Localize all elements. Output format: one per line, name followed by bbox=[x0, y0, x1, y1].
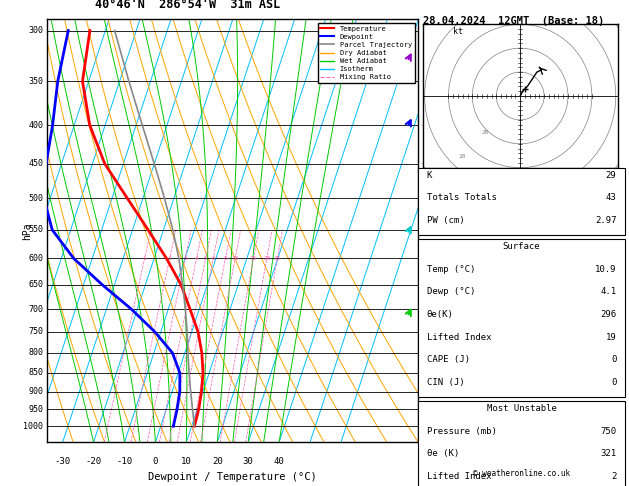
Text: PW (cm): PW (cm) bbox=[426, 216, 464, 225]
Text: 350: 350 bbox=[28, 77, 43, 86]
Text: 0: 0 bbox=[611, 378, 616, 387]
Text: kt: kt bbox=[454, 27, 464, 36]
Text: Temp (°C): Temp (°C) bbox=[426, 265, 475, 274]
Text: 1: 1 bbox=[143, 256, 147, 261]
Text: -3: -3 bbox=[420, 305, 430, 313]
Text: 6: 6 bbox=[211, 256, 215, 261]
Text: 19: 19 bbox=[606, 332, 616, 342]
Text: Surface: Surface bbox=[503, 243, 540, 251]
Text: 2: 2 bbox=[611, 472, 616, 481]
Text: 43: 43 bbox=[606, 193, 616, 202]
Text: 850: 850 bbox=[28, 368, 43, 377]
Text: 10: 10 bbox=[231, 256, 239, 261]
Bar bbox=[418, 401, 625, 486]
Text: 30: 30 bbox=[243, 457, 253, 466]
Text: CIN (J): CIN (J) bbox=[426, 378, 464, 387]
Text: hPa: hPa bbox=[22, 222, 31, 240]
Text: Most Unstable: Most Unstable bbox=[486, 404, 557, 413]
Text: 750: 750 bbox=[600, 427, 616, 435]
Text: 10.9: 10.9 bbox=[595, 265, 616, 274]
Text: 0: 0 bbox=[611, 355, 616, 364]
Text: -6: -6 bbox=[420, 159, 430, 168]
Text: 800: 800 bbox=[28, 348, 43, 357]
Text: 3: 3 bbox=[183, 256, 187, 261]
Text: -5: -5 bbox=[420, 226, 430, 234]
Text: 550: 550 bbox=[28, 226, 43, 234]
Text: Lifted Index: Lifted Index bbox=[426, 472, 491, 481]
Text: -10: -10 bbox=[116, 457, 133, 466]
Text: 0: 0 bbox=[153, 457, 158, 466]
Text: 2: 2 bbox=[168, 256, 172, 261]
Text: 25: 25 bbox=[274, 256, 281, 261]
Text: θe (K): θe (K) bbox=[426, 449, 459, 458]
Text: © weatheronline.co.uk: © weatheronline.co.uk bbox=[473, 469, 570, 478]
Text: θe(K): θe(K) bbox=[426, 310, 454, 319]
Text: 8: 8 bbox=[223, 256, 227, 261]
Text: Totals Totals: Totals Totals bbox=[426, 193, 496, 202]
Text: 4: 4 bbox=[195, 256, 199, 261]
Text: Dewp (°C): Dewp (°C) bbox=[426, 287, 475, 296]
Text: 20: 20 bbox=[482, 130, 489, 135]
Text: km: km bbox=[433, 28, 443, 37]
Text: -8: -8 bbox=[420, 77, 430, 86]
Text: 950: 950 bbox=[28, 405, 43, 414]
Bar bbox=[418, 239, 625, 397]
Text: 5: 5 bbox=[204, 256, 208, 261]
Text: 300: 300 bbox=[28, 26, 43, 35]
Text: 28.04.2024  12GMT  (Base: 18): 28.04.2024 12GMT (Base: 18) bbox=[423, 16, 604, 26]
Text: -1: -1 bbox=[420, 387, 430, 396]
Text: 4.1: 4.1 bbox=[600, 287, 616, 296]
Legend: Temperature, Dewpoint, Parcel Trajectory, Dry Adiabat, Wet Adiabat, Isotherm, Mi: Temperature, Dewpoint, Parcel Trajectory… bbox=[318, 23, 415, 83]
Text: 10: 10 bbox=[181, 457, 192, 466]
Text: ASL: ASL bbox=[433, 45, 448, 54]
Text: 900: 900 bbox=[28, 387, 43, 396]
Text: 700: 700 bbox=[28, 305, 43, 313]
Text: Mixing Ratio (g/kg): Mixing Ratio (g/kg) bbox=[451, 208, 460, 296]
Text: 15: 15 bbox=[250, 256, 257, 261]
Text: 321: 321 bbox=[600, 449, 616, 458]
Text: 450: 450 bbox=[28, 159, 43, 168]
Text: Lifted Index: Lifted Index bbox=[426, 332, 491, 342]
Text: 296: 296 bbox=[600, 310, 616, 319]
Text: 750: 750 bbox=[28, 327, 43, 336]
Text: 500: 500 bbox=[28, 194, 43, 203]
Bar bbox=[418, 168, 625, 235]
Text: Pressure (mb): Pressure (mb) bbox=[426, 427, 496, 435]
Text: 10: 10 bbox=[458, 154, 465, 159]
Text: -7: -7 bbox=[420, 121, 430, 130]
Text: 20: 20 bbox=[212, 457, 223, 466]
Text: 2.97: 2.97 bbox=[595, 216, 616, 225]
Text: -4: -4 bbox=[420, 254, 430, 263]
Text: ¹LCL: ¹LCL bbox=[420, 405, 438, 414]
Text: -30: -30 bbox=[55, 457, 70, 466]
Text: 400: 400 bbox=[28, 121, 43, 130]
Text: -2: -2 bbox=[420, 348, 430, 357]
Text: CAPE (J): CAPE (J) bbox=[426, 355, 469, 364]
Text: 40°46'N  286°54'W  31m ASL: 40°46'N 286°54'W 31m ASL bbox=[96, 0, 281, 11]
Text: 600: 600 bbox=[28, 254, 43, 263]
Text: Dewpoint / Temperature (°C): Dewpoint / Temperature (°C) bbox=[148, 472, 317, 482]
Text: K: K bbox=[426, 171, 432, 180]
Text: -20: -20 bbox=[86, 457, 102, 466]
Text: 29: 29 bbox=[606, 171, 616, 180]
Text: 1000: 1000 bbox=[23, 422, 43, 431]
Text: 650: 650 bbox=[28, 280, 43, 289]
Text: 40: 40 bbox=[274, 457, 284, 466]
Text: 20: 20 bbox=[263, 256, 270, 261]
